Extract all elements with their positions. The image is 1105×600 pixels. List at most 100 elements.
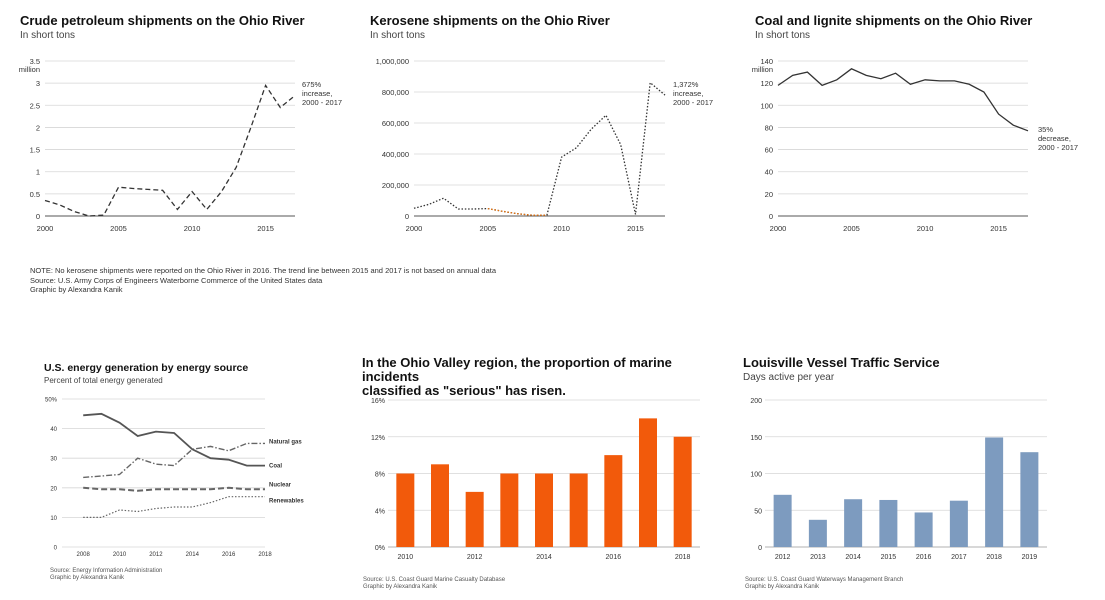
y-tick-label: 200,000 [382, 181, 409, 190]
bar [431, 464, 449, 547]
data-note: NOTE: No kerosene shipments were reporte… [30, 266, 496, 295]
annotation-text: increase, [302, 89, 332, 98]
x-tick-label: 2014 [536, 554, 552, 561]
x-tick-label: 2012 [149, 552, 163, 558]
credit-line: Graphic by Alexandra Kanik [363, 584, 438, 590]
annotation-text: 2000 - 2017 [302, 98, 342, 107]
annotation-text: decrease, [1038, 134, 1071, 143]
y-tick-label: 0 [769, 212, 773, 221]
y-tick-label: 4% [375, 508, 385, 515]
x-tick-label: 2014 [845, 554, 861, 561]
source-line: Source: U.S. Army Corps of Engineers Wat… [30, 275, 323, 285]
source-line: Source: Energy Information Administratio… [50, 568, 163, 574]
y-tick-label: 600,000 [382, 119, 409, 128]
y-tick-label: 100 [760, 101, 773, 110]
kerosene-line-chart: 0 200,000 400,000 600,000 800,000 1,000,000 20… [376, 57, 713, 233]
y-tick-label: 0 [54, 546, 58, 552]
x-tick-label: 2005 [479, 224, 496, 233]
bar [535, 473, 553, 547]
y-tick-label: 1.5 [30, 146, 40, 155]
y-tick-label: 3.5 [30, 57, 40, 66]
y-tick-label: 3 [36, 79, 40, 88]
x-tick-label: 2010 [553, 224, 570, 233]
y-tick-label: 0 [405, 212, 409, 221]
x-tick-label: 2012 [775, 554, 791, 561]
bar [985, 437, 1004, 547]
x-tick-label: 2014 [186, 552, 200, 558]
y-tick-label: 1 [36, 168, 40, 177]
y-tick-label: 50% [45, 398, 58, 404]
chart-title: Coal and lignite shipments on the Ohio R… [755, 13, 1033, 28]
chart-subtitle: In short tons [755, 30, 811, 41]
y-tick-label: 20 [50, 486, 57, 492]
bar [500, 473, 519, 547]
y-tick-label: 10 [50, 516, 57, 522]
y-tick-label: 60 [765, 146, 773, 155]
y-tick-label: 12% [371, 435, 385, 442]
y-tick-label: 30 [50, 457, 57, 463]
x-tick-label: 2010 [398, 554, 414, 561]
note-line: NOTE: No kerosene shipments were reporte… [30, 266, 496, 275]
x-tick-label: 2000 [37, 224, 54, 233]
series-line [777, 68, 1029, 132]
bar [879, 499, 898, 547]
x-tick-label: 2016 [222, 552, 236, 558]
x-tick-label: 2018 [258, 552, 272, 558]
y-tick-label: 0 [36, 212, 40, 221]
bar [465, 491, 484, 547]
y-tick-label: 400,000 [382, 150, 409, 159]
bar [1020, 452, 1039, 547]
chart-subtitle: In short tons [20, 30, 76, 41]
y-tick-label: 140 [760, 57, 773, 66]
chart-source: Source: Energy Information Administratio… [50, 568, 162, 582]
x-tick-label: 2015 [881, 554, 897, 561]
chart-title: Kerosene shipments on the Ohio River [370, 13, 610, 28]
chart-title: Crude petroleum shipments on the Ohio Ri… [20, 13, 305, 28]
kerosene-chart-panel: Kerosene shipments on the Ohio River In … [370, 13, 710, 42]
chart-subtitle: Days active per year [743, 372, 835, 383]
vessel-bar-chart: 0 50 100 150 200 2012 2013 2014 2015 2016 2017 2018… [750, 398, 1047, 561]
series-label: Nuclear [269, 482, 292, 488]
x-tick-label: 2005 [110, 224, 127, 233]
x-tick-label: 2015 [627, 224, 644, 233]
annotation-text: 2000 - 2017 [673, 98, 713, 107]
x-tick-label: 2000 [770, 224, 787, 233]
y-tick-label: 40 [50, 427, 57, 433]
series-line [83, 412, 265, 467]
y-tick-label: 100 [750, 472, 762, 479]
annotation-text: 1,372% [673, 80, 699, 89]
y-tick-label: 2.5 [30, 101, 40, 110]
x-tick-label: 2010 [113, 552, 127, 558]
chart-title-line: In the Ohio Valley region, the proportio… [362, 355, 672, 384]
bar [914, 512, 933, 547]
x-tick-label: 2015 [257, 224, 274, 233]
x-tick-label: 2010 [917, 224, 934, 233]
bar [396, 473, 415, 547]
annotation-text: increase, [673, 89, 703, 98]
bar [844, 499, 863, 547]
chart-subtitle: Percent of total energy generated [44, 376, 163, 385]
annotation-text: 35% [1038, 125, 1053, 134]
y-tick-label: 1,000,000 [376, 57, 409, 66]
energy-line-chart: 0 10 20 30 40 50% 2008 2010 2012 2014 2016 2018 Natu… [45, 398, 304, 559]
y-tick-label: 16% [371, 398, 385, 405]
y-tick-label: 2 [36, 123, 40, 132]
highlight-line [487, 207, 547, 216]
series-label: Natural gas [269, 439, 302, 445]
bar [773, 494, 792, 547]
bar [604, 455, 623, 547]
x-tick-label: 2016 [606, 554, 622, 561]
y-tick-label: 80 [765, 123, 773, 132]
series-line [83, 486, 265, 492]
chart-source: Source: U.S. Coast Guard Marine Casualty… [363, 577, 505, 591]
credit-line: Graphic by Alexandra Kanik [50, 575, 125, 581]
x-tick-label: 2013 [810, 554, 826, 561]
x-tick-label: 2015 [990, 224, 1007, 233]
x-tick-label: 2017 [951, 554, 967, 561]
y-tick-label: 0% [375, 545, 385, 552]
y-tick-label: 40 [765, 168, 773, 177]
y-tick-label: 150 [750, 435, 762, 442]
x-tick-label: 2019 [1022, 554, 1038, 561]
